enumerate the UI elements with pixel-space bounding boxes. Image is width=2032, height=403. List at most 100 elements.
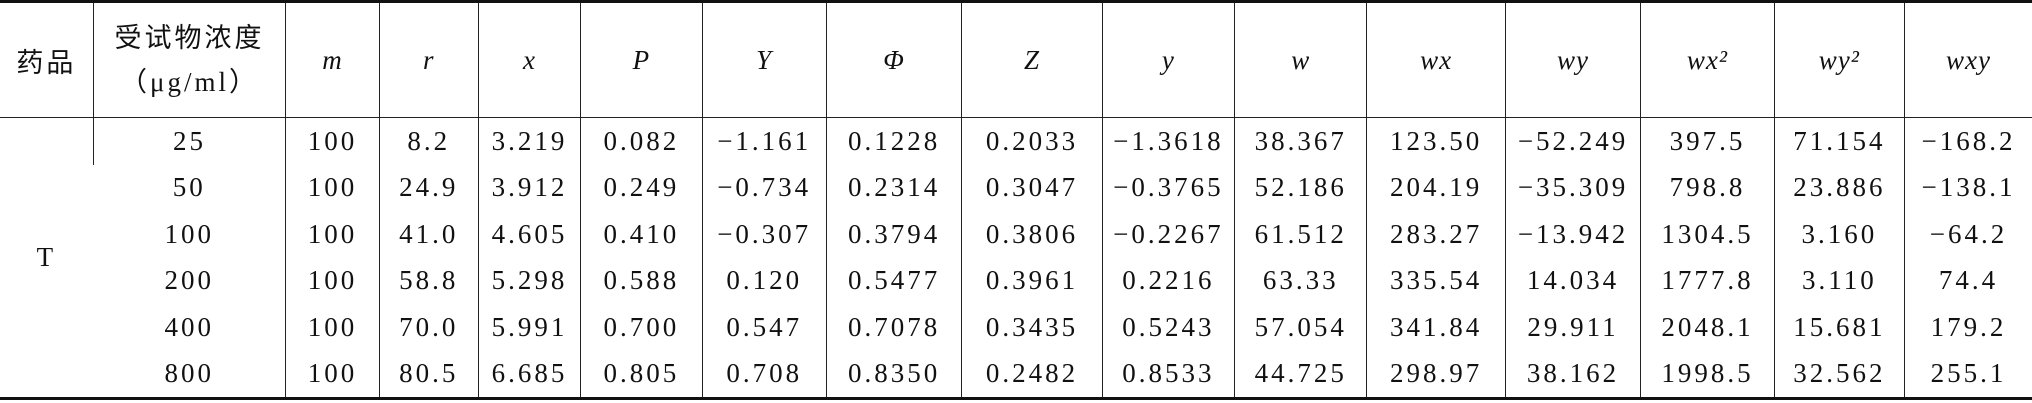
data-cell: 0.547 <box>701 304 827 351</box>
data-cell: −0.2267 <box>1101 211 1235 258</box>
data-cell: 0.1228 <box>825 117 962 165</box>
data-cell: 298.97 <box>1366 350 1506 399</box>
data-cell: 58.8 <box>378 257 479 304</box>
data-cell: −1.161 <box>701 117 827 165</box>
data-cell: −0.307 <box>701 211 827 258</box>
data-cell: 100 <box>285 117 380 165</box>
data-cell: 8.2 <box>378 117 479 165</box>
header-cell: x <box>477 1 581 118</box>
data-cell: 100 <box>285 164 380 211</box>
data-cell: 5.298 <box>477 257 581 304</box>
data-cell: 3.219 <box>477 117 581 165</box>
data-cell: 0.8533 <box>1101 350 1235 399</box>
data-cell: 3.912 <box>477 164 581 211</box>
data-cell: 6.685 <box>477 350 581 399</box>
data-cell: 29.911 <box>1504 304 1641 351</box>
data-cell: −35.309 <box>1504 164 1641 211</box>
header-cell: Φ <box>825 1 962 118</box>
header-line: 受试物浓度 <box>114 23 265 53</box>
data-cell: 57.054 <box>1234 304 1367 351</box>
data-cell: 400 <box>164 311 215 342</box>
data-cell: 0.588 <box>580 257 703 304</box>
data-row: 800 100 80.5 6.685 0.805 0.708 0.8350 0.2482 0.8… <box>0 350 2032 399</box>
data-cell: 25 <box>92 117 286 165</box>
data-cell: 0.410 <box>580 211 703 258</box>
data-cell: 0.2482 <box>961 350 1103 399</box>
data-cell: 3.110 <box>1773 257 1905 304</box>
data-cell: 38.367 <box>1234 117 1367 165</box>
data-cell: 50 <box>172 172 206 203</box>
header-cell: Y <box>701 1 827 118</box>
header-cell: wy <box>1504 1 1641 118</box>
header-cell: y <box>1101 1 1235 118</box>
data-cell: 335.54 <box>1366 257 1506 304</box>
data-cell: 283.27 <box>1366 211 1506 258</box>
data-cell: 100 <box>285 257 380 304</box>
data-cell: 1998.5 <box>1640 350 1775 399</box>
data-cell: 100 <box>285 304 380 351</box>
data-cell: 123.50 <box>1366 117 1506 165</box>
data-row: 200 100 58.8 5.298 0.588 0.120 0.5477 0.3961 0.2… <box>0 257 2032 304</box>
data-cell: 179.2 <box>1904 304 2032 351</box>
header-cell: wy² <box>1773 1 1905 118</box>
data-cell: 5.991 <box>477 304 581 351</box>
data-cell: 0.2314 <box>825 164 962 211</box>
data-cell: 0.3806 <box>961 211 1103 258</box>
data-cell: 0.8350 <box>825 350 962 399</box>
data-cell: 71.154 <box>1773 117 1905 165</box>
data-cell: 44.725 <box>1234 350 1367 399</box>
data-cell: 0.3794 <box>825 211 962 258</box>
data-cell: 80.5 <box>378 350 479 399</box>
data-cell: 100 <box>164 218 215 249</box>
data-cell: 0.708 <box>701 350 827 399</box>
data-cell: −52.249 <box>1504 117 1641 165</box>
data-cell: 4.605 <box>477 211 581 258</box>
data-cell: 2048.1 <box>1640 304 1775 351</box>
data-cell: −138.1 <box>1904 164 2032 211</box>
data-row: 400 100 70.0 5.991 0.700 0.547 0.7078 0.3435 0.5… <box>0 304 2032 351</box>
data-cell: 100 <box>285 211 380 258</box>
data-cell: −168.2 <box>1904 117 2032 165</box>
header-cell: Z <box>961 1 1103 118</box>
data-cell: 3.160 <box>1773 211 1905 258</box>
data-cell: 0.3047 <box>961 164 1103 211</box>
header-cell: w <box>1234 1 1367 118</box>
data-cell: 38.162 <box>1504 350 1641 399</box>
data-cell: 255.1 <box>1904 350 2032 399</box>
data-cell: 341.84 <box>1366 304 1506 351</box>
data-cell: 0.7078 <box>825 304 962 351</box>
data-cell: −0.3765 <box>1101 164 1235 211</box>
data-cell: 70.0 <box>378 304 479 351</box>
header-line: （μg/ml） <box>120 67 260 97</box>
header-cell: m <box>285 1 380 118</box>
data-cell: 1777.8 <box>1640 257 1775 304</box>
header-cell: wx <box>1366 1 1506 118</box>
data-row: 50 100 24.9 3.912 0.249 −0.734 0.2314 0.3047 −0.… <box>0 164 2032 211</box>
data-cell: −13.942 <box>1504 211 1641 258</box>
data-cell: 0.2216 <box>1101 257 1235 304</box>
header-cell: r <box>378 1 479 118</box>
data-cell: 0.120 <box>701 257 827 304</box>
data-cell: 800 <box>164 358 215 389</box>
data-cell: −64.2 <box>1904 211 2032 258</box>
data-cell: 14.034 <box>1504 257 1641 304</box>
header-cell: P <box>580 1 703 118</box>
header-cell: 受试物浓度 （μg/ml） <box>92 1 286 118</box>
data-cell: 24.9 <box>378 164 479 211</box>
data-cell: 1304.5 <box>1640 211 1775 258</box>
data-cell: 15.681 <box>1773 304 1905 351</box>
data-cell: 204.19 <box>1366 164 1506 211</box>
data-cell: 23.886 <box>1773 164 1905 211</box>
header-cell: wx² <box>1640 1 1775 118</box>
data-cell: 0.3435 <box>961 304 1103 351</box>
data-cell: −1.3618 <box>1101 117 1235 165</box>
data-cell: 0.5477 <box>825 257 962 304</box>
data-cell: 61.512 <box>1234 211 1367 258</box>
data-cell: 200 <box>164 265 215 296</box>
header-cell: 药品 <box>0 1 94 118</box>
header-cell: wxy <box>1904 1 2032 118</box>
data-cell: 52.186 <box>1234 164 1367 211</box>
data-cell: 0.082 <box>580 117 703 165</box>
data-cell: 32.562 <box>1773 350 1905 399</box>
data-row: T 25 100 8.2 3.219 0.082 −1.161 0.1228 0.2033 −1.… <box>0 117 2032 272</box>
